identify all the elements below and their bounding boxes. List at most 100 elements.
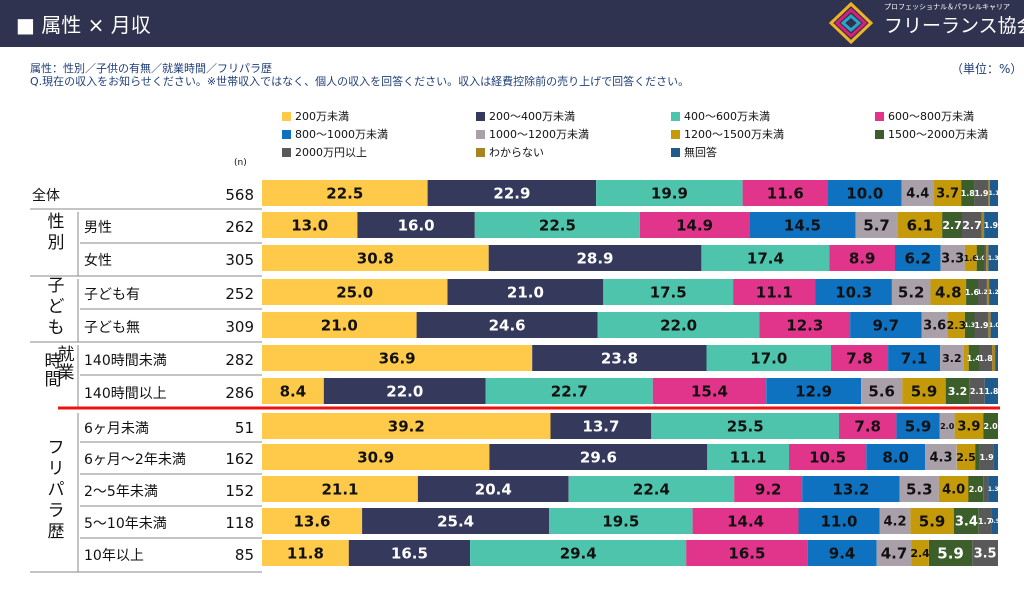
bar-segment — [989, 180, 998, 206]
row-n: 85 — [235, 546, 254, 564]
row-label: 5〜10年未満 — [84, 516, 167, 532]
data-label: 1.8 — [979, 354, 994, 363]
bar-segment — [488, 245, 702, 271]
data-label: 2.0 — [969, 485, 984, 494]
bar-segment — [978, 279, 987, 305]
data-label: 12.9 — [795, 382, 832, 400]
group-label: 性 — [48, 212, 65, 232]
row-label: 140時間以上 — [84, 386, 167, 402]
bar-segment — [988, 312, 991, 338]
data-label: 10.0 — [846, 184, 883, 202]
legend-swatch — [875, 130, 884, 139]
bar-segment — [953, 508, 979, 534]
row-n: 152 — [225, 482, 254, 500]
data-label: 30.9 — [357, 448, 394, 466]
bar-segment — [974, 180, 989, 206]
n-header: (n) — [234, 158, 247, 168]
bar-segment — [989, 279, 998, 305]
data-label: 2.4 — [910, 547, 930, 560]
bar-segment — [348, 540, 471, 566]
legend-label: 1500〜2000万未満 — [888, 128, 988, 141]
bar-segment — [974, 312, 989, 338]
data-label: 11.6 — [767, 184, 804, 202]
group-label: 歴 — [48, 522, 65, 542]
data-label: 1.0 — [975, 255, 986, 262]
bar-segment — [978, 508, 992, 534]
data-label: 2.5 — [956, 451, 976, 464]
data-label: 7.8 — [854, 417, 881, 435]
data-label: 1.8 — [984, 387, 999, 396]
bar-segment — [899, 476, 939, 502]
bar-segment — [489, 444, 708, 470]
bar-segment — [861, 378, 903, 404]
bar-segment — [972, 540, 998, 566]
bar-segment — [427, 180, 597, 206]
bar-segment — [879, 508, 911, 534]
group-label: 子 — [48, 276, 65, 296]
data-label: 1.3 — [988, 255, 999, 262]
row-label: 全体 — [32, 187, 60, 204]
row-label: 男性 — [84, 220, 112, 236]
group-label: 間 — [45, 370, 62, 390]
row-n: 282 — [225, 351, 254, 369]
bar-segment — [262, 345, 533, 371]
data-label: 4.0 — [942, 483, 965, 498]
bar-segment — [961, 180, 975, 206]
data-label: 22.4 — [633, 480, 670, 498]
data-label: 15.4 — [691, 382, 728, 400]
data-label: 4.8 — [935, 283, 962, 301]
data-label: 5.3 — [906, 480, 933, 498]
row-label: 女性 — [84, 252, 112, 269]
data-label: 2.1 — [970, 387, 985, 396]
data-label: 13.2 — [832, 480, 869, 498]
org-tagline: プロフェッショナル＆パラレルキャリア — [884, 3, 1010, 11]
legend-swatch — [476, 130, 485, 139]
bar-segment — [417, 476, 569, 502]
bar-segment — [550, 413, 652, 439]
data-label: 22.5 — [326, 184, 363, 202]
question-text: Q.現在の収入をお知らせください。※世帯収入ではなく、個人の収入を回答ください。… — [30, 75, 690, 88]
bar-segment — [262, 245, 489, 271]
data-label: 25.4 — [437, 512, 474, 530]
row-n: 262 — [225, 218, 254, 236]
group-label: も — [48, 318, 65, 338]
bar-segment — [975, 444, 980, 470]
data-label: 1.9 — [974, 189, 989, 198]
data-label: 16.5 — [728, 544, 765, 562]
bar-segment — [532, 345, 707, 371]
bar-segment — [988, 180, 990, 206]
legend-label: わからない — [489, 146, 544, 159]
data-label: 5.9 — [919, 512, 946, 530]
row-n: 118 — [225, 514, 254, 532]
group-label: パ — [48, 480, 65, 500]
bar-segment — [910, 508, 954, 534]
bar-segment — [357, 212, 475, 238]
bar-segment — [706, 345, 831, 371]
data-label: 1.6 — [964, 254, 979, 263]
data-label: 2.7 — [962, 219, 982, 232]
data-label: 22.9 — [493, 184, 530, 202]
bar-segment — [995, 345, 998, 371]
bar-segment — [474, 212, 640, 238]
bar-segment — [707, 444, 789, 470]
bar-segment — [939, 413, 955, 439]
data-label: 8.4 — [280, 382, 307, 400]
data-label: 1.3 — [964, 322, 975, 329]
bar-segment — [416, 312, 598, 338]
data-label: 11.1 — [730, 448, 767, 466]
bar-segment — [759, 312, 850, 338]
legend-label: 800〜1000万未満 — [295, 128, 388, 141]
bar-segment — [262, 279, 448, 305]
bar-segment — [983, 413, 998, 439]
bar-segment — [930, 279, 967, 305]
legend-label: 1000〜1200万未満 — [489, 128, 589, 141]
data-label: 5.9 — [911, 382, 938, 400]
bar-segment — [549, 508, 693, 534]
data-label: 11.1 — [756, 283, 793, 301]
data-label: 1.1 — [989, 190, 1000, 197]
bar-segment — [485, 378, 653, 404]
row-n: 162 — [225, 450, 254, 468]
bar-segment — [262, 378, 324, 404]
row-label: 子ども無 — [84, 320, 140, 336]
data-label: 29.4 — [560, 544, 597, 562]
